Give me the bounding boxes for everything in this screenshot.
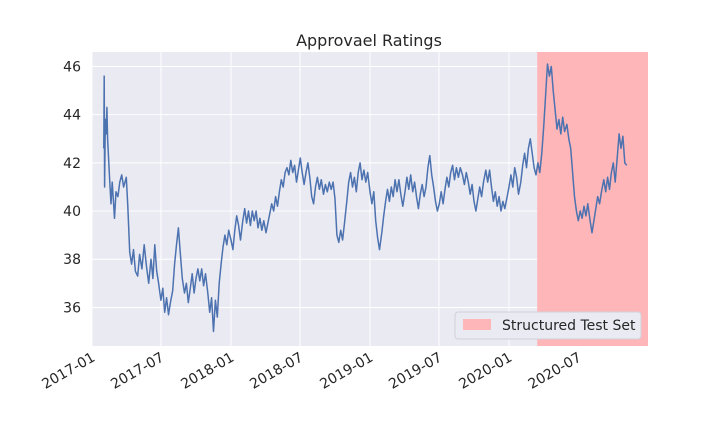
legend-label: Structured Test Set [502, 318, 636, 334]
y-tick-label: 44 [63, 108, 81, 124]
y-tick-labels: 36 38 40 42 44 46 [63, 59, 81, 316]
legend-box [454, 311, 642, 340]
y-tick-label: 40 [63, 204, 81, 220]
y-tick-label: 42 [63, 156, 81, 172]
legend: Structured Test Set [454, 311, 642, 340]
series-layer [103, 63, 628, 333]
y-tick-label: 46 [63, 59, 81, 75]
y-tick-label: 38 [63, 252, 81, 268]
y-tick-label: 36 [63, 300, 81, 316]
legend-swatch [463, 319, 491, 330]
chart-title: Approvael Ratings [296, 31, 442, 50]
highlight-region [537, 52, 648, 346]
series-line [103, 63, 628, 333]
test-set-span [537, 52, 648, 346]
